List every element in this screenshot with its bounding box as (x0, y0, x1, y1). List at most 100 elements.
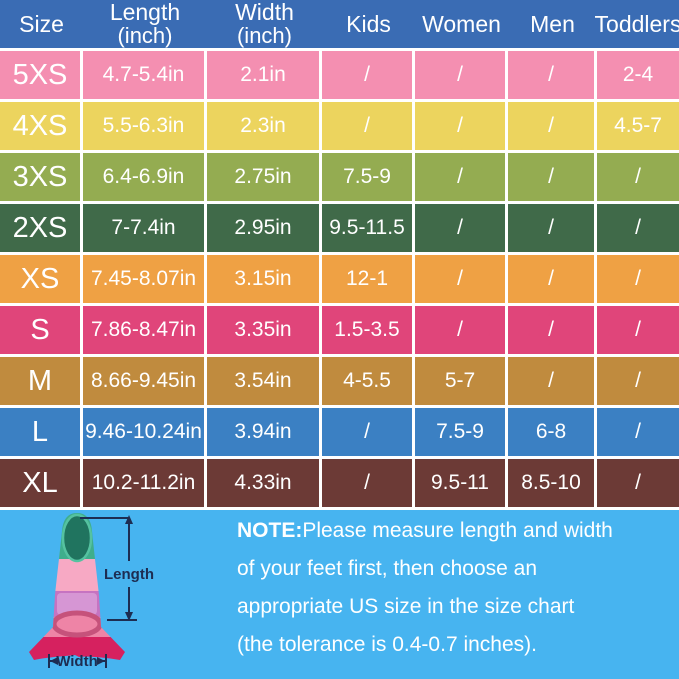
header-label: Women (422, 10, 501, 37)
women-cell: 5-7 (415, 357, 505, 405)
women-cell: / (415, 102, 505, 150)
toddlers-cell: / (597, 459, 679, 507)
women-cell: 7.5-9 (415, 408, 505, 456)
size-cell: L (0, 408, 80, 456)
size-table: Size Length (inch) Width (inch) Kids Wom… (0, 0, 679, 510)
table-header-row: Size Length (inch) Width (inch) Kids Wom… (0, 0, 679, 48)
width-cell: 3.35in (207, 306, 319, 354)
size-cell: 4XS (0, 102, 80, 150)
kids-cell: 9.5-11.5 (322, 204, 412, 252)
men-cell: / (508, 102, 594, 150)
men-cell: / (508, 306, 594, 354)
men-cell: / (508, 204, 594, 252)
men-cell: 6-8 (508, 408, 594, 456)
men-cell: / (508, 51, 594, 99)
header-cell-kids: Kids (322, 0, 415, 48)
table-row-2xs: 2XS 7-7.4in 2.95in 9.5-11.5 / / / (0, 204, 679, 252)
header-label: Size (19, 10, 64, 37)
size-cell: 5XS (0, 51, 80, 99)
toddlers-cell: / (597, 255, 679, 303)
fin-blade-inner (57, 593, 97, 615)
table-row-xs: XS 7.45-8.07in 3.15in 12-1 / / / (0, 255, 679, 303)
length-cell: 9.46-10.24in (83, 408, 204, 456)
header-label: Kids (346, 10, 391, 37)
length-dimension (80, 515, 137, 621)
fin-foot-opening (61, 513, 93, 563)
width-cell: 2.95in (207, 204, 319, 252)
size-cell: XS (0, 255, 80, 303)
length-cell: 7.45-8.07in (83, 255, 204, 303)
note-line-4: (the tolerance is 0.4-0.7 inches). (237, 633, 537, 656)
length-cell: 8.66-9.45in (83, 357, 204, 405)
size-cell: XL (0, 459, 80, 507)
toddlers-cell: 2-4 (597, 51, 679, 99)
women-cell: / (415, 255, 505, 303)
men-cell: / (508, 255, 594, 303)
width-label: Width (56, 653, 98, 670)
header-cell-length: Length (inch) (83, 0, 207, 48)
header-cell-men: Men (508, 0, 597, 48)
header-cell-width: Width (inch) (207, 0, 322, 48)
header-sublabel: (inch) (236, 23, 292, 48)
size-cell: 2XS (0, 204, 80, 252)
note-text: NOTE:Please measure length and width of … (237, 512, 667, 664)
length-cell: 10.2-11.2in (83, 459, 204, 507)
table-row-5xs: 5XS 4.7-5.4in 2.1in / / / 2-4 (0, 51, 679, 99)
table-row-4xs: 4XS 5.5-6.3in 2.3in / / / 4.5-7 (0, 102, 679, 150)
note-line-2: of your feet first, then choose an (237, 557, 538, 580)
width-cell: 3.54in (207, 357, 319, 405)
length-cell: 4.7-5.4in (83, 51, 204, 99)
width-cell: 2.1in (207, 51, 319, 99)
men-cell: 8.5-10 (508, 459, 594, 507)
women-cell: / (415, 204, 505, 252)
table-row-l: L 9.46-10.24in 3.94in / 7.5-9 6-8 / (0, 408, 679, 456)
men-cell: / (508, 153, 594, 201)
table-row-3xs: 3XS 6.4-6.9in 2.75in 7.5-9 / / / (0, 153, 679, 201)
kids-cell: / (322, 51, 412, 99)
toddlers-cell: / (597, 153, 679, 201)
length-label: Length (104, 566, 154, 583)
width-cell: 2.75in (207, 153, 319, 201)
note-prefix: NOTE: (237, 519, 303, 542)
kids-cell: 7.5-9 (322, 153, 412, 201)
toddlers-cell: / (597, 306, 679, 354)
kids-cell: 1.5-3.5 (322, 306, 412, 354)
length-cell: 5.5-6.3in (83, 102, 204, 150)
women-cell: 9.5-11 (415, 459, 505, 507)
women-cell: / (415, 153, 505, 201)
men-cell: / (508, 357, 594, 405)
kids-cell: / (322, 459, 412, 507)
women-cell: / (415, 51, 505, 99)
note-line-3: appropriate US size in the size chart (237, 595, 575, 618)
header-label: Men (530, 10, 575, 37)
toddlers-cell: / (597, 357, 679, 405)
width-cell: 3.15in (207, 255, 319, 303)
size-cell: 3XS (0, 153, 80, 201)
fin-illustration: Length Width (25, 507, 165, 679)
width-cell: 3.94in (207, 408, 319, 456)
length-cell: 6.4-6.9in (83, 153, 204, 201)
toddlers-cell: / (597, 408, 679, 456)
length-cell: 7.86-8.47in (83, 306, 204, 354)
swim-fin-image: Length Width (29, 513, 154, 670)
kids-cell: 4-5.5 (322, 357, 412, 405)
header-label: Length (109, 0, 181, 25)
width-cell: 2.3in (207, 102, 319, 150)
kids-cell: / (322, 102, 412, 150)
header-cell-toddlers: Toddlers (594, 0, 679, 48)
header-sublabel: (inch) (117, 23, 173, 48)
kids-cell: / (322, 408, 412, 456)
width-dimension (48, 654, 107, 668)
table-row-m: M 8.66-9.45in 3.54in 4-5.5 5-7 / / (0, 357, 679, 405)
size-cell: M (0, 357, 80, 405)
women-cell: / (415, 306, 505, 354)
width-cell: 4.33in (207, 459, 319, 507)
header-label: Toddlers (594, 10, 679, 37)
note-line-1: NOTE:Please measure length and width (237, 519, 613, 542)
table-row-s: S 7.86-8.47in 3.35in 1.5-3.5 / / / (0, 306, 679, 354)
size-cell: S (0, 306, 80, 354)
fin-foot-strap (51, 610, 103, 638)
toddlers-cell: 4.5-7 (597, 102, 679, 150)
header-label: Width (235, 0, 294, 25)
